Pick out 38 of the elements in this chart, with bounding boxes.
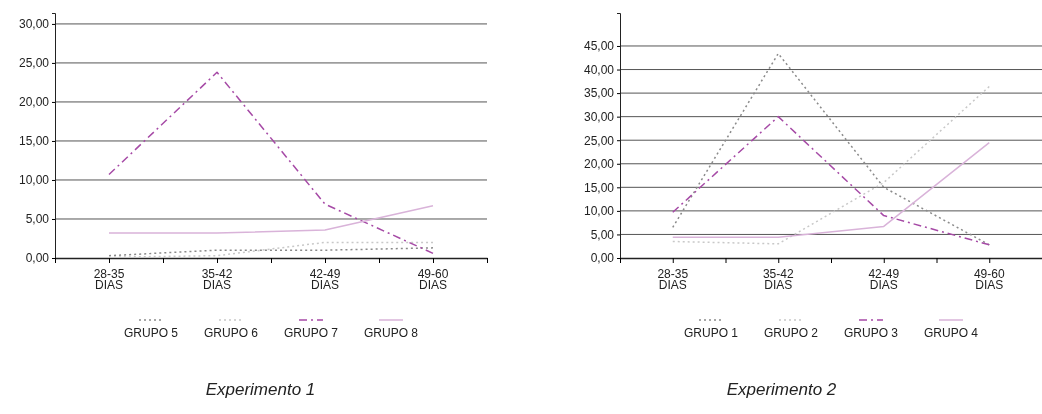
legend-label: GRUPO 8	[363, 326, 419, 340]
y-tick-label: 35,00	[583, 86, 615, 101]
y-tick-label: 30,00	[18, 17, 50, 32]
y-tick-label: 25,00	[18, 56, 50, 71]
line-series	[108, 71, 434, 255]
y-tick-label: 40,00	[583, 62, 615, 77]
y-tick-label: 30,00	[583, 109, 615, 124]
x-tick-label: 42-49 DIAS	[309, 267, 341, 292]
x-tick-label: 28-35 DIAS	[657, 267, 689, 292]
y-tick-label: 15,00	[583, 180, 615, 195]
text: Experimento 1	[205, 380, 316, 399]
text: Experimento 2	[726, 380, 837, 399]
x-tick-label: 49-60 DIAS	[973, 267, 1005, 292]
legend-label: GRUPO 6	[203, 326, 259, 340]
legend-label: GRUPO 3	[843, 326, 899, 340]
y-tick-label: 10,00	[583, 204, 615, 219]
y-tick-label: 20,00	[18, 95, 50, 110]
y-tick-label: 10,00	[18, 173, 50, 188]
y-tick-label: 15,00	[18, 134, 50, 149]
x-tick-label: 28-35 DIAS	[93, 267, 125, 292]
y-tick-label: 20,00	[583, 157, 615, 172]
line-series	[672, 115, 990, 246]
x-tick-label: 35-42 DIAS	[762, 267, 794, 292]
y-tick-label: 45,00	[583, 39, 615, 54]
legend-label: GRUPO 5	[123, 326, 179, 340]
line-series	[672, 85, 990, 245]
legend-label: GRUPO 2	[763, 326, 819, 340]
x-tick-label: 42-49 DIAS	[868, 267, 900, 292]
legend-label: GRUPO 4	[923, 326, 979, 340]
y-tick-label: 25,00	[583, 133, 615, 148]
legend-label: GRUPO 1	[683, 326, 739, 340]
legend-label: GRUPO 7	[283, 326, 339, 340]
x-tick-label: 35-42 DIAS	[201, 267, 233, 292]
y-tick-label: 5,00	[590, 227, 615, 242]
x-tick-label: 49-60 DIAS	[417, 267, 449, 292]
y-tick-label: 0,00	[25, 251, 50, 266]
y-tick-label: 5,00	[25, 212, 50, 227]
y-tick-label: 0,00	[590, 251, 615, 266]
